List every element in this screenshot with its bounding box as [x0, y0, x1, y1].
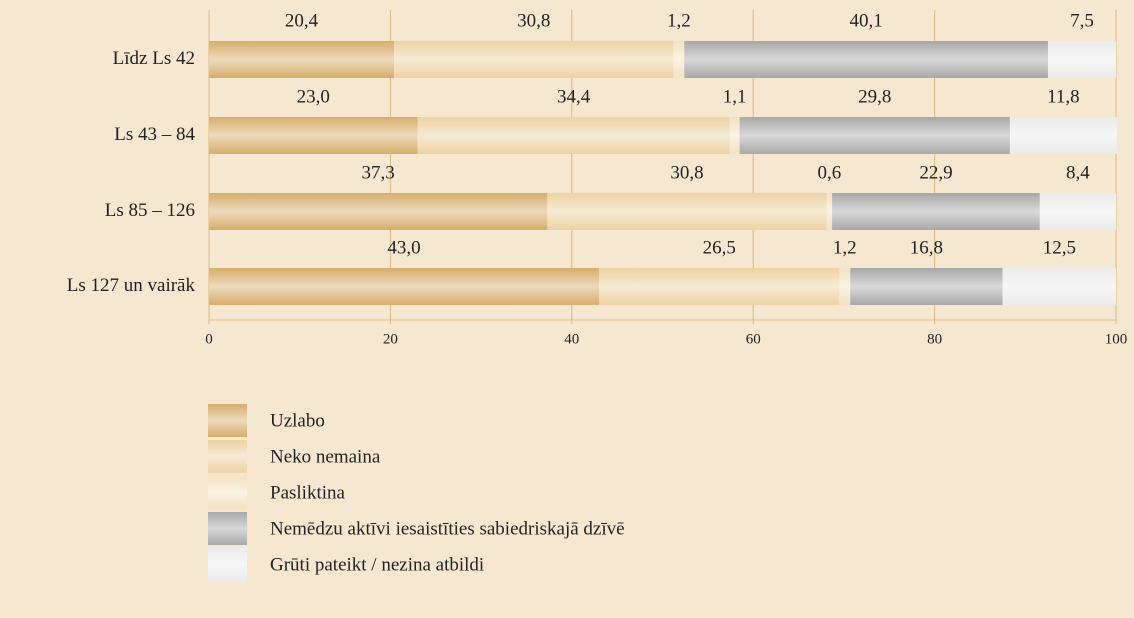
value-label: 1,1	[723, 86, 747, 107]
value-label: 26,5	[703, 237, 736, 258]
bar-segment	[1009, 117, 1117, 154]
legend-swatch	[208, 404, 247, 437]
value-label: 1,2	[667, 10, 691, 31]
legend-swatch	[208, 476, 247, 509]
value-label: 37,3	[362, 162, 395, 183]
legend-label: Neko nemaina	[270, 446, 381, 467]
value-label: 16,8	[910, 237, 943, 258]
x-tick-label: 80	[927, 331, 942, 347]
bar-segment	[826, 193, 833, 230]
bar-segment	[209, 268, 600, 305]
bar-segment	[850, 268, 1003, 305]
value-label: 40,1	[849, 10, 882, 31]
value-label: 30,8	[670, 162, 703, 183]
bar-segment	[209, 193, 548, 230]
value-label: 0,6	[818, 162, 842, 183]
bar-segment	[599, 268, 840, 305]
value-label: 7,5	[1070, 10, 1094, 31]
bar-segment	[417, 117, 730, 154]
category-label: Ls 43 – 84	[114, 124, 195, 145]
value-label: 30,8	[517, 10, 550, 31]
x-tick-label: 20	[383, 331, 398, 347]
bar-segment	[673, 41, 685, 78]
x-tick-label: 60	[746, 331, 761, 347]
x-tick-label: 100	[1105, 331, 1128, 347]
bar-segment	[209, 117, 418, 154]
value-label: 43,0	[387, 237, 420, 258]
bar-segment	[547, 193, 827, 230]
category-label: Ls 127 un vairāk	[67, 275, 196, 296]
bar-segment	[209, 41, 395, 78]
value-label: 12,5	[1043, 237, 1076, 258]
legend-label: Nemēdzu aktīvi iesaistīties sabiedriskaj…	[270, 518, 625, 539]
legend-swatch	[208, 440, 247, 473]
value-label: 29,8	[858, 86, 891, 107]
category-label: Līdz Ls 42	[113, 48, 195, 69]
value-label: 11,8	[1047, 86, 1080, 107]
bar-segment	[1002, 268, 1116, 305]
value-label: 20,4	[285, 10, 319, 31]
legend-label: Uzlabo	[270, 410, 325, 431]
bar-segment	[1047, 41, 1116, 78]
bar-segment	[394, 41, 674, 78]
legend-label: Grūti pateikt / nezina atbildi	[270, 554, 484, 575]
value-label: 22,9	[919, 162, 952, 183]
bar-segment	[684, 41, 1048, 78]
x-tick-label: 40	[564, 331, 579, 347]
bar-segment	[729, 117, 740, 154]
legend-swatch	[208, 512, 247, 545]
bar-segment	[839, 268, 851, 305]
value-label: 8,4	[1066, 162, 1090, 183]
value-label: 1,2	[833, 237, 857, 258]
x-tick-label: 0	[205, 331, 213, 347]
category-label: Ls 85 – 126	[105, 200, 195, 221]
legend-label: Pasliktina	[270, 482, 346, 503]
bar-segment	[832, 193, 1040, 230]
bar-segment	[739, 117, 1010, 154]
value-label: 34,4	[557, 86, 591, 107]
legend-swatch	[208, 548, 247, 581]
bar-segment	[1039, 193, 1116, 230]
value-label: 23,0	[297, 86, 330, 107]
